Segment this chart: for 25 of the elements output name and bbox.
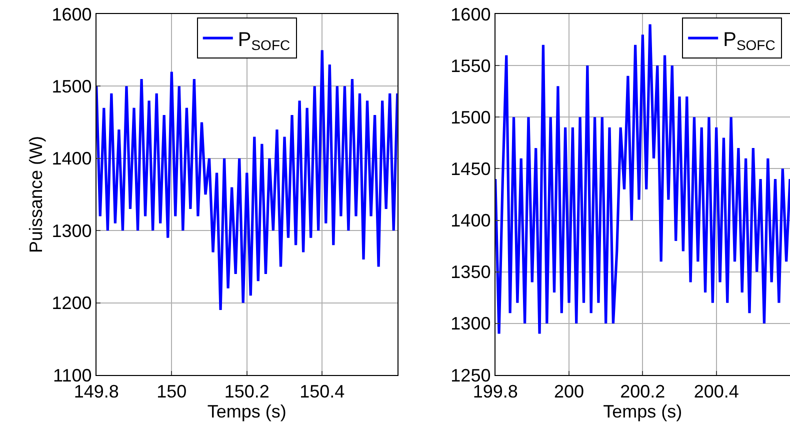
legend-label: P$_{SOFC}$: [723, 28, 776, 54]
x-tick-label: 150: [156, 382, 187, 402]
x-tick-label: 200: [554, 382, 584, 402]
y-tick-label: 1300: [52, 220, 92, 241]
x-axis-title: Temps (s): [603, 402, 682, 422]
line-series: [495, 23, 790, 336]
y-tick-label: 1500: [52, 76, 92, 96]
y-tick-label: 1600: [52, 4, 92, 24]
x-tick-label: 200.2: [620, 382, 666, 402]
x-tick-label: 150.4: [300, 382, 345, 402]
y-tick-label: 1400: [52, 148, 92, 169]
x-tick-label: 150.2: [224, 382, 270, 402]
x-tick-label: 200.4: [694, 382, 739, 402]
legend-label: P$_{SOFC}$: [238, 28, 290, 54]
y-tick-label: 1600: [450, 4, 491, 24]
y-tick-label: 1400: [450, 210, 491, 231]
y-tick-label: 1300: [450, 314, 491, 334]
y-tick-label: 1350: [450, 262, 491, 282]
y-tick-label: 1200: [52, 293, 92, 314]
y-axis-title: Puissance (W): [26, 136, 46, 254]
line-series: [96, 48, 398, 312]
y-tick-label: 1500: [450, 107, 491, 128]
y-tick-label: 1450: [450, 159, 491, 180]
x-axis-title: Temps (s): [207, 402, 286, 422]
y-tick-label: 1550: [450, 56, 491, 76]
